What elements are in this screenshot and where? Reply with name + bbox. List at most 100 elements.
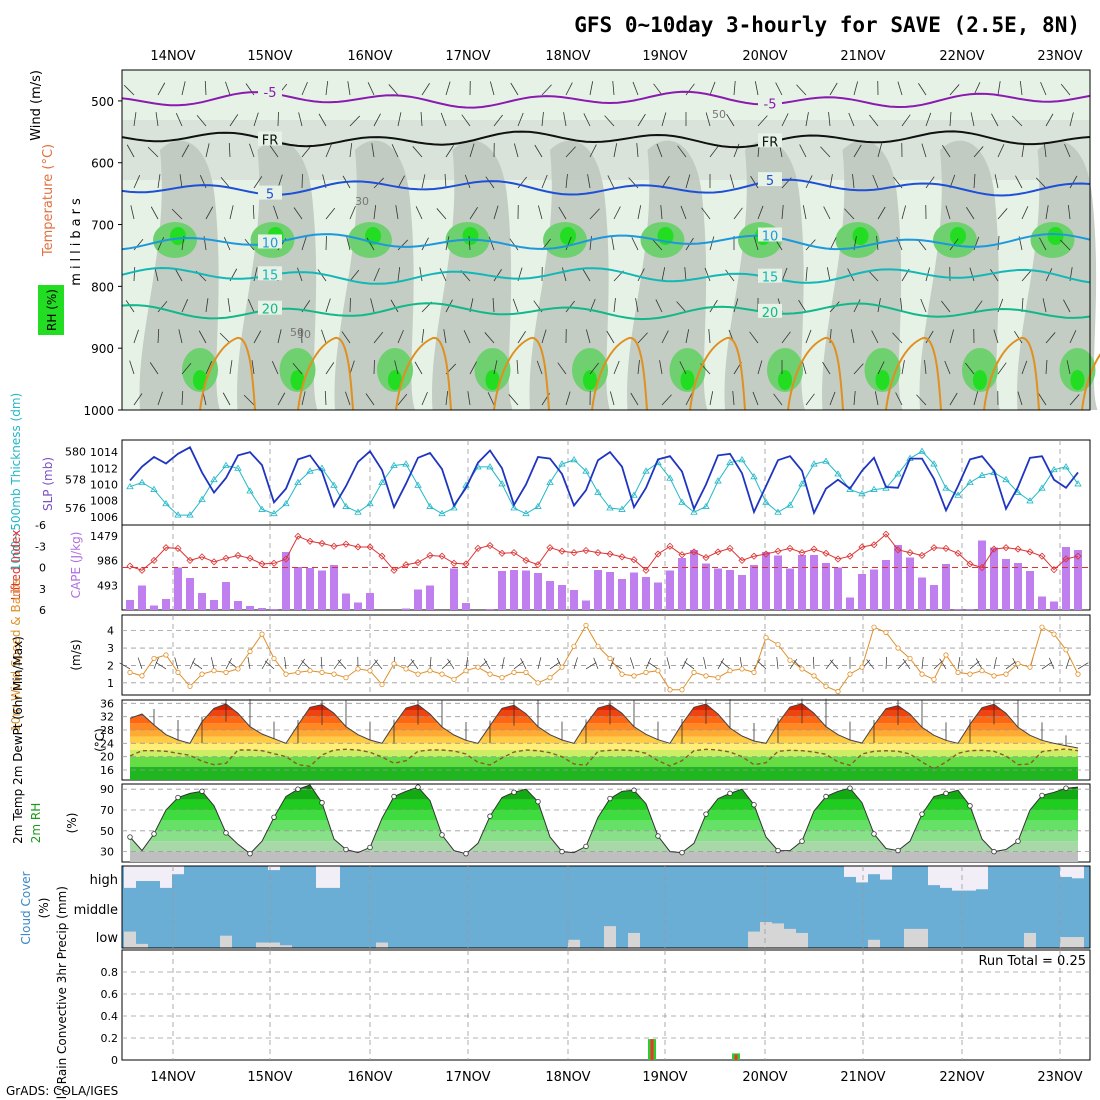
- wind-barb: [684, 267, 687, 282]
- li-marker: [882, 530, 890, 538]
- wind-barb: [941, 300, 951, 313]
- wind10m-marker: [811, 673, 817, 679]
- wind10m-marker: [1015, 661, 1021, 667]
- wind10m-barb: [549, 661, 561, 670]
- cape-bar: [918, 577, 926, 610]
- wind-barb: [801, 360, 807, 375]
- wind-barb: [1039, 237, 1047, 251]
- wind-barb: [271, 361, 279, 375]
- wind10m-marker: [835, 688, 841, 695]
- wind-barb: [685, 83, 695, 96]
- wind-barb: [1063, 299, 1071, 313]
- li-marker: [438, 552, 446, 560]
- isotherm-label-bg: [258, 234, 282, 249]
- wind10m-barb: [520, 658, 527, 670]
- wind-barb: [293, 207, 303, 220]
- thickness-marker: [246, 487, 254, 494]
- li-tick-label: -6: [35, 519, 46, 532]
- rh-marker: [175, 794, 181, 801]
- slp-tick-label: 1012: [90, 462, 118, 475]
- wind-side-label: Wind (m/s): [29, 70, 44, 141]
- wind-barb: [970, 112, 975, 127]
- cloud-high-bar: [136, 866, 148, 882]
- li-tick-label: 6: [39, 604, 46, 617]
- cape-bar: [690, 550, 698, 610]
- date-label-bottom: 17NOV: [445, 1070, 490, 1085]
- li-marker: [618, 553, 626, 561]
- cape-bar: [258, 608, 266, 610]
- li-marker: [714, 548, 722, 556]
- wind-barb: [223, 237, 231, 251]
- cloud-low-bar: [916, 928, 928, 948]
- cloud-high-bar: [844, 866, 856, 877]
- wind10m-marker: [175, 669, 181, 675]
- thickness-marker: [438, 509, 446, 517]
- wind-barb: [637, 205, 642, 220]
- wind-barb: [826, 267, 831, 282]
- wind10m-marker: [691, 669, 697, 675]
- rh-marker: [1015, 838, 1021, 844]
- wind-barb: [388, 84, 399, 96]
- wind10m-barb: [225, 658, 232, 670]
- wind-barb: [589, 81, 594, 96]
- isotherm-label: 20: [262, 303, 279, 318]
- cloud-high-bar: [856, 866, 868, 883]
- li-marker: [474, 544, 482, 552]
- wind-barb: [805, 112, 809, 127]
- cape-bar: [630, 572, 638, 610]
- cloud-high-bar: [928, 866, 940, 886]
- wind-barb: [367, 82, 375, 96]
- li-marker: [810, 545, 818, 553]
- rh-marker: [295, 786, 301, 792]
- wind-barb: [613, 143, 618, 158]
- date-label-top: 22NOV: [939, 49, 984, 64]
- wind-barb: [991, 113, 999, 127]
- cloud-high-bar: [316, 866, 328, 888]
- rh-marker: [391, 793, 397, 800]
- cloud-high-bar: [160, 866, 172, 888]
- thickness-line: [129, 450, 1079, 516]
- dewpt-line: [129, 748, 1079, 770]
- wind-barb: [205, 143, 210, 158]
- rh-marker: [487, 813, 493, 819]
- li-marker: [342, 540, 350, 548]
- wind-barb: [253, 330, 262, 344]
- thickness-marker: [186, 511, 194, 518]
- wind-barb: [444, 174, 447, 189]
- cloud-low-bar: [784, 928, 796, 948]
- wind-barb: [1066, 360, 1071, 375]
- cloud-low-bar: [760, 922, 772, 948]
- wind-barb: [219, 332, 231, 344]
- cloud-unit-label: (%): [37, 898, 51, 919]
- rh-marker: [463, 850, 469, 857]
- wind-barb: [852, 174, 855, 189]
- li-tick-label: 3: [39, 583, 46, 596]
- li-marker: [558, 547, 566, 555]
- wind10m-barb: [465, 656, 469, 669]
- rh-shading-saturated-low: [290, 370, 305, 390]
- wind10m-axis-label: 10m Wind Speed & Barbs: [9, 578, 23, 732]
- cape-bar: [330, 565, 338, 610]
- slp-axis-label: SLP (mb): [41, 457, 55, 511]
- wind-barb: [733, 207, 743, 220]
- li-marker: [402, 561, 410, 569]
- date-label-bottom: 15NOV: [247, 1070, 292, 1085]
- wind-barb: [1035, 177, 1047, 189]
- thickness-marker: [498, 480, 506, 487]
- thickness-marker: [738, 456, 746, 463]
- wind-barb: [565, 236, 572, 251]
- upper-air-frame: [121, 69, 1091, 411]
- rh-marker: [775, 847, 781, 854]
- li-tick-label: -3: [35, 540, 46, 553]
- cloud-high-bar: [880, 866, 892, 880]
- wind-barb: [420, 112, 423, 127]
- thickness-marker: [126, 482, 134, 490]
- wind-barb: [656, 143, 663, 158]
- wind-barb: [252, 204, 255, 220]
- isotherm-warm-curve: [885, 337, 942, 411]
- wind-barb: [732, 391, 735, 406]
- wind-barb: [871, 330, 879, 344]
- isotherm-label: -5: [264, 86, 277, 101]
- li-marker: [378, 552, 386, 560]
- cloud-layer-label: middle: [74, 903, 118, 918]
